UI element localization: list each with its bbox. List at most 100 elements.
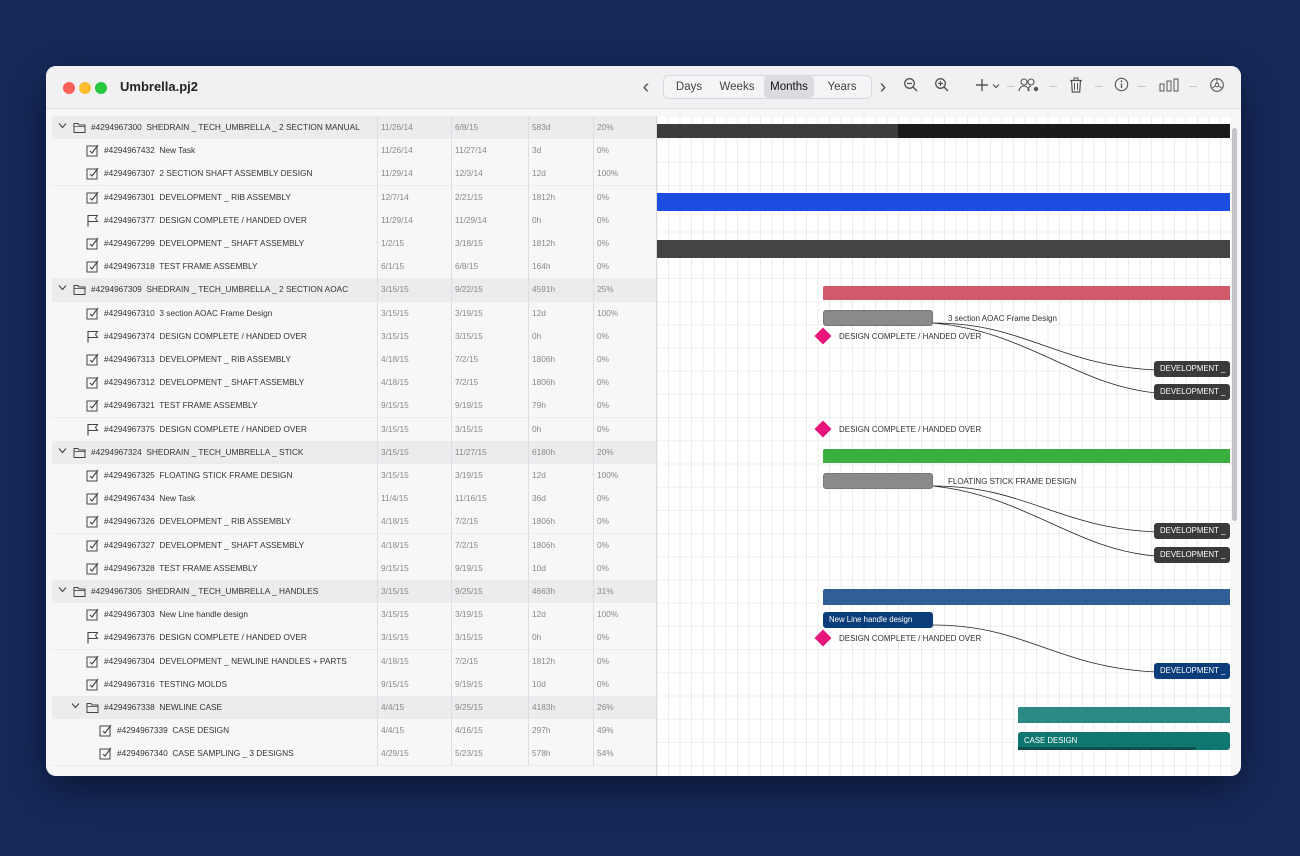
task-row[interactable]: #4294967434 New Task 11/4/15 11/16/15 36d 0% xyxy=(52,487,656,512)
close-window-button[interactable] xyxy=(63,82,75,94)
group-row[interactable]: #4294967324 SHEDRAIN _ TECH_UMBRELLA _ S… xyxy=(52,440,656,465)
column-divider xyxy=(451,696,452,719)
gantt-bar-manual-progress[interactable] xyxy=(657,124,898,138)
settings-icon[interactable] xyxy=(1207,77,1227,97)
column-divider xyxy=(451,626,452,650)
milestone-row[interactable]: #4294967377 DESIGN COMPLETE / HANDED OVE… xyxy=(52,208,656,233)
gantt-bar-case-design[interactable]: CASE DESIGN xyxy=(1018,732,1230,750)
progress: 31% xyxy=(597,586,614,596)
task-row[interactable]: #4294967321 TEST FRAME ASSEMBLY 9/15/15 9/… xyxy=(52,394,656,419)
task-checkbox-icon[interactable] xyxy=(86,376,99,389)
group-row[interactable]: #4294967300 SHEDRAIN _ TECH_UMBRELLA _ 2… xyxy=(52,116,656,140)
task-checkbox-icon[interactable] xyxy=(86,144,99,157)
task-row[interactable]: #4294967303 New Line handle design 3/15/1… xyxy=(52,603,656,628)
task-checkbox-icon[interactable] xyxy=(99,724,112,737)
task-checkbox-icon[interactable] xyxy=(86,469,99,482)
gantt-bar-shaft-assembly[interactable] xyxy=(657,240,1230,258)
task-checkbox-icon[interactable] xyxy=(86,237,99,250)
task-checkbox-icon[interactable] xyxy=(86,515,99,528)
gantt-bar-development-rib[interactable]: DEVELOPMENT _ xyxy=(1154,523,1230,539)
task-checkbox-icon[interactable] xyxy=(86,678,99,691)
task-row[interactable]: #4294967325 FLOATING STICK FRAME DESIGN 3… xyxy=(52,464,656,488)
group-row[interactable]: #4294967305 SHEDRAIN _ TECH_UMBRELLA _ H… xyxy=(52,580,656,604)
task-row[interactable]: #4294967318 TEST FRAME ASSEMBLY 6/1/15 6/8… xyxy=(52,255,656,280)
view-days-button[interactable]: Days xyxy=(675,81,703,93)
task-checkbox-icon[interactable] xyxy=(86,492,99,505)
add-icon[interactable] xyxy=(973,77,991,97)
group-row[interactable]: #4294967338 NEWLINE CASE 4/4/15 9/25/15 418… xyxy=(52,696,656,720)
chart-icon[interactable] xyxy=(1158,77,1180,97)
progress: 0% xyxy=(597,238,609,248)
flag-icon xyxy=(86,330,99,343)
task-checkbox-icon[interactable] xyxy=(86,191,99,204)
task-id: #4294967312 xyxy=(104,377,155,388)
column-divider xyxy=(451,742,452,766)
task-row[interactable]: #4294967304 DEVELOPMENT _ NEWLINE HANDLE… xyxy=(52,649,656,674)
task-row[interactable]: #4294967326 DEVELOPMENT _ RIB ASSEMBLY 4/… xyxy=(52,510,656,535)
gantt-bar-development-shaft[interactable]: DEVELOPMENT _ xyxy=(1154,384,1230,400)
zoom-out-icon[interactable] xyxy=(901,77,921,97)
gantt-bar-development-shaft[interactable]: DEVELOPMENT _ xyxy=(1154,547,1230,563)
gantt-bar-handles-group[interactable] xyxy=(823,589,1230,605)
gantt-bar-manual-group[interactable] xyxy=(898,124,1230,138)
info-icon[interactable] xyxy=(1112,77,1130,97)
gantt-bar-aoac-frame-design[interactable] xyxy=(823,310,933,326)
task-row[interactable]: #4294967310 3 section AOAC Frame Design 3… xyxy=(52,301,656,326)
gantt-bar-aoac-group[interactable] xyxy=(823,286,1230,300)
task-row[interactable]: #4294967312 DEVELOPMENT _ SHAFT ASSEMBLY… xyxy=(52,371,656,396)
chevron-down-icon[interactable] xyxy=(57,116,67,139)
gantt-bar-development-handles[interactable]: DEVELOPMENT _ xyxy=(1154,663,1230,679)
next-period-button[interactable]: › xyxy=(879,76,887,98)
milestone-row[interactable]: #4294967375 DESIGN COMPLETE / HANDED OVE… xyxy=(52,417,656,442)
task-name: #4294967328 TEST FRAME ASSEMBLY xyxy=(104,557,375,580)
gantt-bar-case-group[interactable] xyxy=(1018,707,1230,723)
group-row[interactable]: #4294967309 SHEDRAIN _ TECH_UMBRELLA _ 2… xyxy=(52,278,656,303)
task-row[interactable]: #4294967327 DEVELOPMENT _ SHAFT ASSEMBLY… xyxy=(52,533,656,558)
task-row[interactable]: #4294967432 New Task 11/26/14 11/27/14 3d 0% xyxy=(52,139,656,164)
gantt-bar-floating-stick[interactable] xyxy=(823,473,933,489)
task-checkbox-icon[interactable] xyxy=(86,562,99,575)
milestone-row[interactable]: #4294967376 DESIGN COMPLETE / HANDED OVE… xyxy=(52,626,656,651)
view-years-button[interactable]: Years xyxy=(827,81,857,93)
task-checkbox-icon[interactable] xyxy=(86,260,99,273)
chevron-down-icon[interactable] xyxy=(57,441,67,464)
task-row[interactable]: #4294967316 TESTING MOLDS 9/15/15 9/19/15 1… xyxy=(52,672,656,697)
gantt-bar-stick-group[interactable] xyxy=(823,449,1230,463)
chevron-down-icon[interactable] xyxy=(57,580,67,603)
dropdown-icon[interactable] xyxy=(991,77,1001,97)
zoom-window-button[interactable] xyxy=(95,82,107,94)
task-row[interactable]: #4294967339 CASE DESIGN 4/4/15 4/16/15 297h… xyxy=(52,719,656,744)
task-checkbox-icon[interactable] xyxy=(86,539,99,552)
view-months-button[interactable]: Months xyxy=(764,76,814,98)
task-checkbox-icon[interactable] xyxy=(86,399,99,412)
milestone-row[interactable]: #4294967374 DESIGN COMPLETE / HANDED OVE… xyxy=(52,324,656,349)
chevron-down-icon[interactable] xyxy=(70,696,80,719)
resources-icon[interactable] xyxy=(1017,77,1041,97)
task-row[interactable]: #4294967299 DEVELOPMENT _ SHAFT ASSEMBLY… xyxy=(52,232,656,256)
vertical-scrollbar[interactable] xyxy=(1232,128,1237,521)
task-row[interactable]: #4294967301 DEVELOPMENT _ RIB ASSEMBLY 12… xyxy=(52,185,656,210)
task-name: #4294967326 DEVELOPMENT _ RIB ASSEMBLY xyxy=(104,510,375,533)
task-checkbox-icon[interactable] xyxy=(86,307,99,320)
gantt-bar-handle-design[interactable]: New Line handle design xyxy=(823,612,933,628)
task-checkbox-icon[interactable] xyxy=(86,655,99,668)
view-weeks-button[interactable]: Weeks xyxy=(719,81,755,93)
previous-period-button[interactable]: ‹ xyxy=(642,76,650,98)
task-row[interactable]: #4294967328 TEST FRAME ASSEMBLY 9/15/15 9/… xyxy=(52,556,656,581)
task-checkbox-icon[interactable] xyxy=(86,608,99,621)
task-row[interactable]: #4294967340 CASE SAMPLING _ 3 DESIGNS 4/2… xyxy=(52,742,656,767)
task-row[interactable]: #4294967307 2 SECTION SHAFT ASSEMBLY DES… xyxy=(52,162,656,187)
chevron-down-icon[interactable] xyxy=(57,278,67,301)
task-checkbox-icon[interactable] xyxy=(99,747,112,760)
timescale-segmented-control[interactable]: Days Weeks Months Years xyxy=(663,75,872,99)
duration: 297h xyxy=(532,725,551,736)
minimize-window-button[interactable] xyxy=(79,82,91,94)
task-checkbox-icon[interactable] xyxy=(86,167,99,180)
gantt-bar-rib-assembly[interactable] xyxy=(657,193,1230,211)
gantt-bar-development-rib[interactable]: DEVELOPMENT _ xyxy=(1154,361,1230,377)
zoom-in-icon[interactable] xyxy=(932,77,952,97)
trash-icon[interactable] xyxy=(1066,77,1086,97)
gantt-label-milestone: DESIGN COMPLETE / HANDED OVER xyxy=(839,332,982,341)
task-row[interactable]: #4294967313 DEVELOPMENT _ RIB ASSEMBLY 4/… xyxy=(52,348,656,372)
task-checkbox-icon[interactable] xyxy=(86,353,99,366)
